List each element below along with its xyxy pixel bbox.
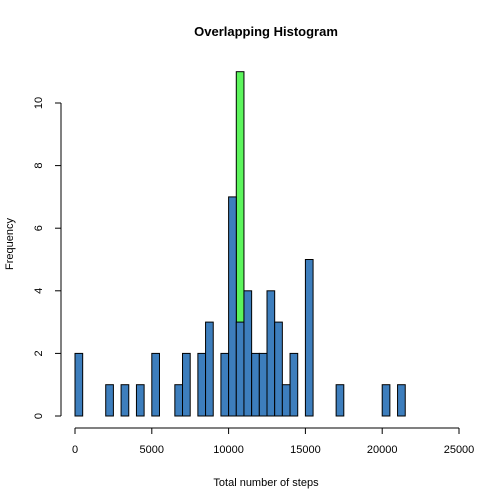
histogram-bar-s1-9 [220,352,230,417]
x-tick-label-4: 20000 [367,444,398,456]
x-axis-label: Total number of steps [213,477,319,489]
y-axis-label: Frequency [4,218,16,270]
histogram-bar-s1-3 [135,384,145,417]
histogram-bar-s1-6 [182,352,191,417]
chart-title: Overlapping Histogram [194,24,338,39]
histogram-bar-s1-14 [258,352,268,417]
histogram-bars [74,71,406,417]
histogram-bar-s1-1 [105,384,114,417]
x-axis: 0 5000 10000 15000 20000 25000 [72,427,475,456]
histogram-bar-s1-20 [335,384,345,417]
histogram-bar-s1-12 [243,290,253,417]
histogram-bar-s1-4 [151,352,160,417]
y-tick-label-0: 0 [33,413,45,419]
x-tick-label-5: 25000 [444,444,475,456]
histogram-bar-s1-0 [74,352,84,417]
x-tick-label-3: 15000 [290,444,321,456]
y-tick-label-3: 6 [33,225,45,231]
histogram-bar-s1-18 [289,352,299,417]
histogram-bar-s1-21 [381,384,391,417]
histogram-bar-s1-10 [228,196,237,417]
histogram-bar-s1-2 [120,384,130,417]
histogram-bar-s1-16 [274,321,283,417]
x-tick-label-0: 0 [72,444,78,456]
y-axis: 0 2 4 6 8 10 [33,97,62,419]
histogram-bar-s1-19 [304,259,314,417]
x-tick-label-1: 5000 [140,444,164,456]
y-tick-label-4: 8 [33,163,45,169]
histogram-bar-s1-11 [235,321,245,417]
histogram-bar-s1-5 [174,384,184,417]
histogram-bar-s1-15 [266,290,276,417]
histogram-bar-s1-7 [197,352,207,417]
histogram-bar-s1-17 [281,384,291,417]
x-tick-label-2: 10000 [213,444,244,456]
histogram-bar-s1-13 [251,352,260,417]
y-tick-label-2: 4 [33,288,45,294]
histogram-bar-s1-22 [397,384,406,417]
y-tick-label-1: 2 [33,350,45,356]
y-tick-label-5: 10 [33,97,45,109]
histogram-bar-s1-8 [205,321,214,417]
